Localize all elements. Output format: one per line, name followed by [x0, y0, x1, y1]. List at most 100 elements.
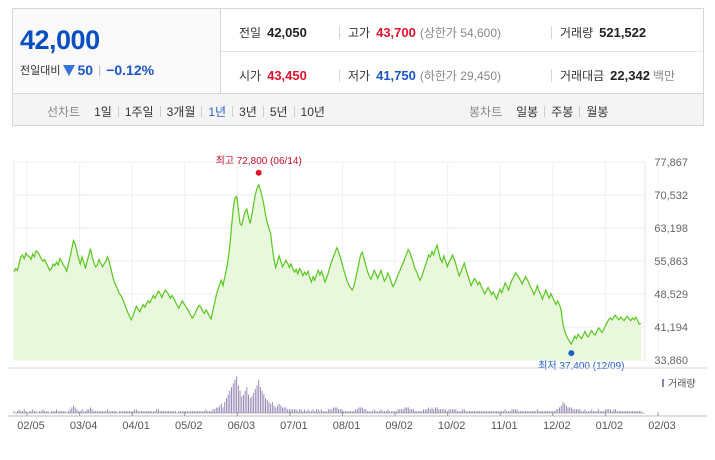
volume-bar [35, 411, 37, 413]
volume-bar [283, 407, 285, 413]
period-1w-button[interactable]: 1주일 [124, 105, 154, 119]
period-5y-button[interactable]: 5년 [269, 105, 288, 119]
x-tick-label: 05/02 [175, 420, 203, 432]
volume-bar [406, 407, 408, 413]
volume-bar [523, 411, 525, 413]
volume-bar [144, 411, 146, 413]
volume-bar [480, 411, 482, 413]
volume-bar [387, 409, 389, 413]
x-tick-label: 07/01 [280, 420, 308, 432]
volume-bar [501, 411, 503, 413]
volume-bar [147, 411, 149, 413]
volume-bar [263, 394, 265, 413]
volume-bar [326, 411, 328, 413]
volume-bar [434, 407, 436, 413]
candle-weekly-button[interactable]: 주봉 [551, 105, 574, 119]
volume-bar [356, 409, 358, 413]
volume-bar [440, 409, 441, 413]
stat-label: 거래량 [560, 26, 594, 40]
volume-bar [536, 409, 538, 413]
volume-bar [212, 409, 214, 413]
volume-bar [361, 407, 363, 413]
volume-bar [519, 411, 521, 413]
volume-bar [142, 411, 144, 413]
volume-bar [627, 411, 628, 413]
volume-bar [521, 411, 523, 413]
volume-bar [237, 385, 239, 413]
volume-bar [538, 411, 540, 413]
volume-bar [163, 411, 165, 413]
volume-bar [13, 411, 15, 413]
volume-bar [256, 385, 258, 413]
volume-bar [360, 407, 362, 413]
volume-bar [331, 409, 333, 413]
volume-bar [322, 411, 324, 413]
volume-bar [42, 409, 44, 413]
stat-amount: 거래대금 22,342 백만 [551, 67, 675, 84]
volume-bar [76, 409, 78, 413]
candle-daily-button[interactable]: 일봉 [516, 105, 539, 119]
stat-sub: (하한가 29,450) [419, 69, 502, 83]
volume-bar [293, 409, 295, 413]
volume-bar [550, 411, 552, 413]
change-separator: | [98, 63, 102, 77]
volume-bar [310, 411, 312, 413]
volume-bar [314, 411, 316, 413]
x-tick-label: 12/02 [543, 420, 571, 432]
volume-bar [168, 411, 170, 413]
volume-bar [71, 407, 73, 413]
volume-bar [113, 411, 115, 413]
volume-bar [234, 379, 236, 413]
volume-bar [574, 409, 576, 413]
x-tick-label: 03/04 [70, 420, 98, 432]
volume-bar [487, 411, 489, 413]
volume-bar [429, 409, 431, 413]
volume-bar [511, 409, 513, 413]
volume-bar [586, 411, 588, 413]
volume-bar [181, 411, 183, 413]
volume-bar [173, 411, 175, 413]
x-tick-label: 06/03 [228, 420, 256, 432]
volume-bar [152, 411, 154, 413]
volume-bar [477, 411, 479, 413]
x-tick-label: 09/02 [385, 420, 413, 432]
volume-bar [350, 411, 351, 413]
volume-bar [599, 411, 601, 413]
volume-bar [248, 394, 249, 413]
volume-bar [265, 398, 266, 413]
volume-bar [404, 407, 406, 413]
volume-bar [120, 411, 122, 413]
volume-bar [59, 411, 61, 413]
volume-bar [295, 409, 297, 413]
volume-bar [587, 411, 589, 413]
volume-bar [470, 411, 472, 413]
volume-bar [344, 411, 346, 413]
volume-bar [261, 390, 263, 413]
period-3y-button[interactable]: 3년 [239, 105, 257, 119]
stat-label: 저가 [348, 69, 371, 83]
volume-bar [244, 390, 246, 413]
volume-bar [485, 411, 487, 413]
volume-bar [132, 411, 134, 413]
volume-bar [197, 411, 199, 413]
period-10y-button[interactable]: 10년 [300, 105, 325, 119]
stat-label: 시가 [239, 69, 262, 83]
volume-bar [576, 409, 577, 413]
volume-bar [188, 411, 190, 413]
volume-bar [390, 411, 392, 413]
price-chart[interactable]: 77,867 70,532 63,198 55,863 48,529 41,194 33,8… [0, 126, 715, 460]
volume-bar [317, 409, 319, 413]
stat-unit: 백만 [652, 69, 676, 83]
volume-bar [508, 411, 509, 413]
period-1d-button[interactable]: 1일 [94, 105, 112, 119]
volume-bar [380, 409, 382, 413]
volume-bar [44, 411, 46, 413]
period-3m-button[interactable]: 3개월 [166, 105, 196, 119]
period-1y-button[interactable]: 1년 [208, 105, 227, 119]
volume-bar [33, 411, 35, 413]
stat-value: 43,450 [267, 68, 307, 83]
price-summary: 42,000 전일대비 50 | −0.12% 전일 42,050 고가 43,… [12, 8, 704, 94]
stat-volume: 거래량 521,522 [551, 24, 646, 41]
volume-bar [591, 409, 593, 413]
candle-monthly-button[interactable]: 월봉 [586, 105, 609, 119]
